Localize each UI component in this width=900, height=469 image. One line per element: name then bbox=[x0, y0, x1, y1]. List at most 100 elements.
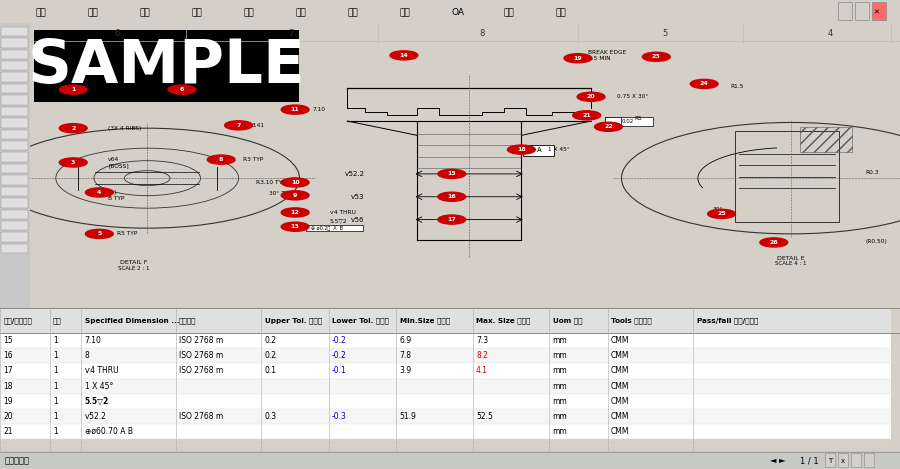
Text: SCALE 4 : 1: SCALE 4 : 1 bbox=[776, 261, 807, 266]
Text: 一般公差: 一般公差 bbox=[179, 318, 196, 324]
Text: ⊕ ø0.2Ⓜ  A  B: ⊕ ø0.2Ⓜ A B bbox=[310, 226, 343, 231]
Text: ◄ ►: ◄ ► bbox=[770, 456, 786, 465]
Text: R3.10 TYP: R3.10 TYP bbox=[256, 180, 285, 185]
Circle shape bbox=[281, 178, 309, 187]
Text: 15: 15 bbox=[4, 336, 13, 345]
Bar bbox=[2, 210, 28, 219]
Text: 18: 18 bbox=[517, 147, 526, 152]
Text: 符号: 符号 bbox=[399, 8, 410, 17]
Bar bbox=[2, 175, 28, 185]
Circle shape bbox=[438, 169, 465, 179]
Text: -0.1: -0.1 bbox=[332, 366, 347, 376]
Text: SAMPLE: SAMPLE bbox=[28, 37, 306, 96]
Bar bbox=[2, 107, 28, 116]
Text: 9: 9 bbox=[293, 193, 297, 198]
Text: 0.75 X 30°: 0.75 X 30° bbox=[617, 94, 649, 99]
Text: 0.1: 0.1 bbox=[265, 366, 276, 376]
Circle shape bbox=[572, 111, 600, 120]
Text: Max. Size 最大值: Max. Size 最大值 bbox=[476, 318, 530, 324]
Circle shape bbox=[281, 105, 309, 114]
Text: 1 / 1: 1 / 1 bbox=[800, 456, 819, 465]
Text: -0.3: -0.3 bbox=[332, 412, 347, 421]
Text: mm: mm bbox=[553, 336, 567, 345]
Text: 1: 1 bbox=[53, 397, 58, 406]
Circle shape bbox=[760, 238, 788, 247]
Text: 16: 16 bbox=[4, 351, 13, 360]
Text: 30° TYP: 30° TYP bbox=[269, 191, 292, 197]
Text: 21: 21 bbox=[582, 113, 591, 118]
Bar bbox=[605, 117, 621, 126]
Text: 生成: 生成 bbox=[191, 8, 202, 17]
Circle shape bbox=[281, 208, 309, 217]
Text: 6.9: 6.9 bbox=[400, 336, 411, 345]
Text: 8.2: 8.2 bbox=[476, 351, 488, 360]
Text: mm: mm bbox=[553, 427, 567, 436]
Bar bbox=[2, 152, 28, 162]
Text: 5: 5 bbox=[662, 30, 668, 38]
Text: 显示: 显示 bbox=[139, 8, 149, 17]
Text: ѵ4 THRU: ѵ4 THRU bbox=[330, 210, 356, 215]
Text: 1: 1 bbox=[53, 382, 58, 391]
Text: 19: 19 bbox=[573, 56, 582, 61]
Circle shape bbox=[59, 124, 87, 133]
Bar bbox=[2, 38, 28, 48]
Text: CMM: CMM bbox=[611, 336, 630, 345]
Text: DETAIL F: DETAIL F bbox=[121, 260, 148, 265]
Text: ѵ53: ѵ53 bbox=[351, 194, 364, 200]
Bar bbox=[2, 187, 28, 196]
Text: ѵ52.2: ѵ52.2 bbox=[85, 412, 106, 421]
Circle shape bbox=[438, 215, 465, 224]
Circle shape bbox=[508, 145, 536, 154]
Text: 51.9: 51.9 bbox=[400, 412, 417, 421]
Text: T: T bbox=[828, 458, 832, 464]
Text: 1: 1 bbox=[53, 351, 58, 360]
Text: 19: 19 bbox=[4, 397, 13, 406]
Text: 7.10: 7.10 bbox=[312, 107, 326, 112]
Text: 3: 3 bbox=[71, 160, 76, 165]
Bar bbox=[864, 453, 874, 467]
Circle shape bbox=[281, 191, 309, 200]
Text: Pass/fail 合格/不合格: Pass/fail 合格/不合格 bbox=[697, 318, 758, 324]
Text: R3 TYP: R3 TYP bbox=[243, 157, 264, 162]
Text: 7.8: 7.8 bbox=[400, 351, 411, 360]
Bar bbox=[2, 244, 28, 253]
Text: 18: 18 bbox=[4, 382, 13, 391]
Circle shape bbox=[690, 79, 718, 89]
Text: 15: 15 bbox=[447, 171, 456, 176]
Bar bbox=[0, 409, 891, 424]
Text: -0.2: -0.2 bbox=[332, 336, 347, 345]
Text: B TYP: B TYP bbox=[108, 196, 124, 201]
Bar bbox=[2, 50, 28, 59]
Bar bbox=[800, 127, 852, 152]
Text: 0.3: 0.3 bbox=[265, 412, 276, 421]
Text: CMM: CMM bbox=[611, 351, 630, 360]
Text: x: x bbox=[841, 458, 845, 464]
Circle shape bbox=[438, 192, 465, 201]
Text: A: A bbox=[536, 147, 541, 153]
Circle shape bbox=[643, 52, 670, 61]
Text: ISO 2768 m: ISO 2768 m bbox=[179, 351, 223, 360]
Bar bbox=[891, 308, 900, 451]
Text: R3 TYP: R3 TYP bbox=[99, 87, 120, 92]
Text: ISO 2768 m: ISO 2768 m bbox=[179, 336, 223, 345]
Text: 3.9: 3.9 bbox=[400, 366, 411, 376]
Bar bbox=[307, 225, 363, 231]
Text: 30°: 30° bbox=[713, 207, 724, 212]
Text: 1 X 45°: 1 X 45° bbox=[547, 147, 570, 152]
Text: 5.5▽2: 5.5▽2 bbox=[330, 219, 347, 224]
Text: 17: 17 bbox=[447, 217, 456, 222]
Text: 25: 25 bbox=[717, 212, 726, 216]
Text: 7.3: 7.3 bbox=[476, 336, 488, 345]
Text: 0.02: 0.02 bbox=[622, 119, 634, 124]
Text: 16: 16 bbox=[447, 194, 456, 199]
Bar bbox=[2, 221, 28, 230]
Text: CMM: CMM bbox=[611, 366, 630, 376]
Text: 20: 20 bbox=[4, 412, 13, 421]
Text: 17: 17 bbox=[4, 366, 13, 376]
Text: R5: R5 bbox=[634, 116, 643, 121]
Bar bbox=[2, 141, 28, 151]
Text: BREAK EDGE
0.5 MIN: BREAK EDGE 0.5 MIN bbox=[589, 50, 626, 61]
Bar bbox=[838, 2, 852, 20]
Bar bbox=[0, 378, 891, 393]
Text: 1: 1 bbox=[53, 412, 58, 421]
